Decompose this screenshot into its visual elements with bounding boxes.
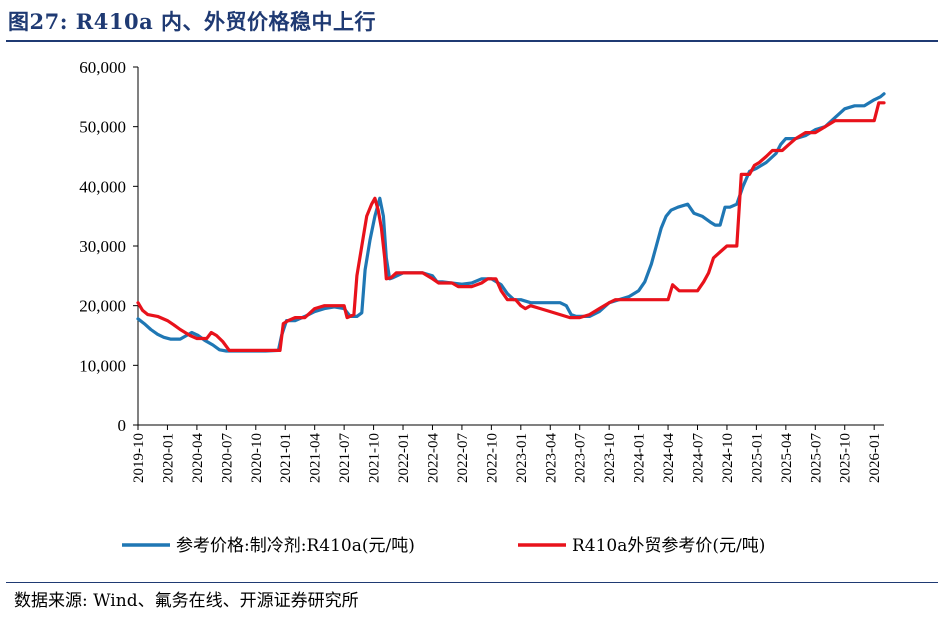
y-tick-label: 20,000 [79,297,126,316]
x-tick-label: 2020-07 [219,433,235,483]
legend-label-2: R410a外贸参考价(元/吨) [572,536,765,556]
x-tick-label: 2025-07 [808,433,824,483]
x-tick-label: 2023-04 [543,433,559,483]
y-tick-label: 40,000 [79,177,126,196]
series-line-1 [136,92,886,353]
series-line-2 [136,101,886,352]
legend-label-1: 参考价格:制冷剂:R410a(元/吨) [176,536,415,556]
x-tick-label: 2020-04 [190,433,206,483]
x-tick-label: 2024-01 [632,433,648,483]
y-tick-label: 60,000 [79,58,126,77]
x-tick-label: 2025-10 [838,433,854,483]
x-tick-label: 2022-10 [484,433,500,483]
x-tick-label: 2025-04 [779,433,795,483]
x-tick-label: 2023-07 [573,433,589,483]
x-tick-label: 2024-07 [691,433,707,483]
y-tick-label: 30,000 [79,237,126,256]
chart-legend: 参考价格:制冷剂:R410a(元/吨) R410a外贸参考价(元/吨) [122,536,765,556]
x-tick-label: 2022-01 [396,433,412,483]
figure-title: 图27: R410a 内、外贸价格稳中上行 [8,9,376,34]
line-chart: 0 10,000 20,000 30,000 40,000 50,000 60,000 201… [79,58,886,556]
x-tick-label: 2024-10 [720,433,736,483]
chart-axes: 0 10,000 20,000 30,000 40,000 50,000 60,000 201… [79,58,884,483]
x-tick-label: 2022-07 [455,433,471,483]
x-tick-label: 2021-10 [367,433,383,483]
x-tick-label: 2022-04 [425,433,441,483]
x-tick-label: 2026-01 [867,433,883,483]
y-tick-label: 50,000 [79,118,126,137]
source-note: 数据来源: Wind、氟务在线、开源证券研究所 [14,591,359,611]
chart-series [136,92,886,353]
title-rule [6,40,938,42]
x-tick-label: 2024-04 [661,433,677,483]
source-rule [6,582,938,583]
x-tick-label: 2020-10 [249,433,265,483]
x-tick-label: 2021-07 [337,433,353,483]
x-tick-label: 2023-01 [514,433,530,483]
x-tick-label: 2023-10 [602,433,618,483]
x-tick-label: 2025-01 [749,433,765,483]
x-tick-label: 2019-10 [131,433,147,483]
y-tick-label: 10,000 [79,356,126,375]
x-tick-label: 2021-01 [278,433,294,483]
y-tick-label: 0 [118,416,127,435]
x-tick-label: 2020-01 [160,433,176,483]
x-tick-label: 2021-04 [308,433,324,483]
